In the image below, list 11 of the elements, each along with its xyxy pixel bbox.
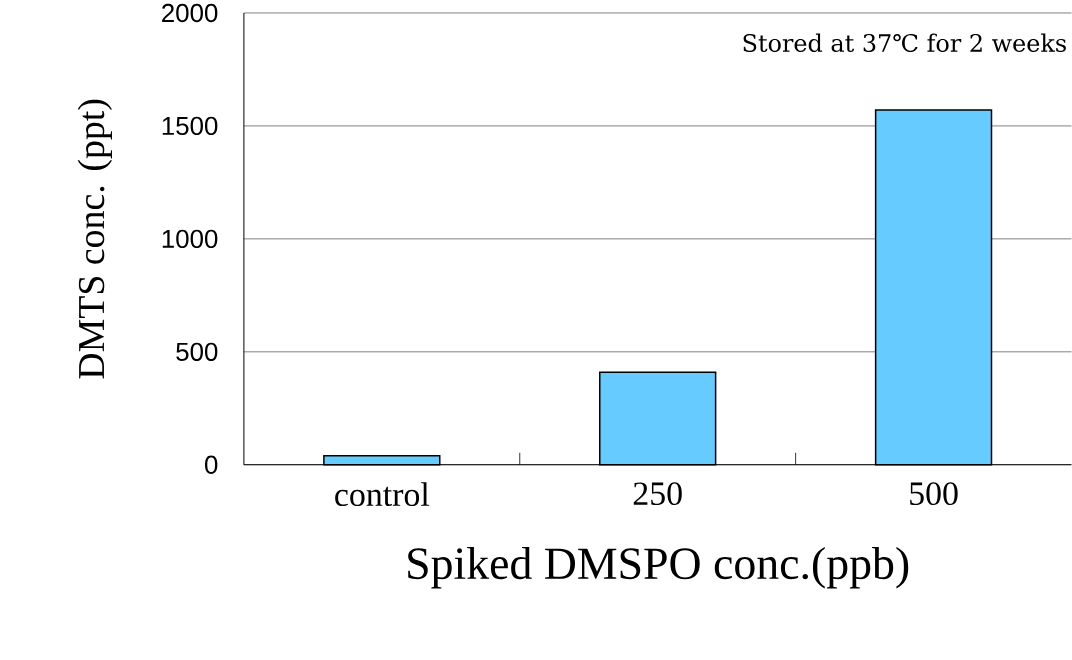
y-tick-label: 1500 <box>162 116 218 136</box>
annotation: Stored at 37℃ for 2 weeks <box>743 33 1066 53</box>
y-axis-title: DMTS conc. (ppt) <box>77 99 112 379</box>
y-tick-label: 2000 <box>162 3 218 23</box>
y-tick-label: 0 <box>205 455 218 475</box>
x-axis-title: Spiked DMSPO conc.(ppb) <box>408 547 909 589</box>
y-tick-label: 500 <box>176 342 218 362</box>
x-tick-label: control <box>335 482 430 507</box>
y-tick-label: 1000 <box>162 229 218 249</box>
x-tick-label: 500 <box>910 482 958 506</box>
x-tick-label: 250 <box>633 482 682 506</box>
